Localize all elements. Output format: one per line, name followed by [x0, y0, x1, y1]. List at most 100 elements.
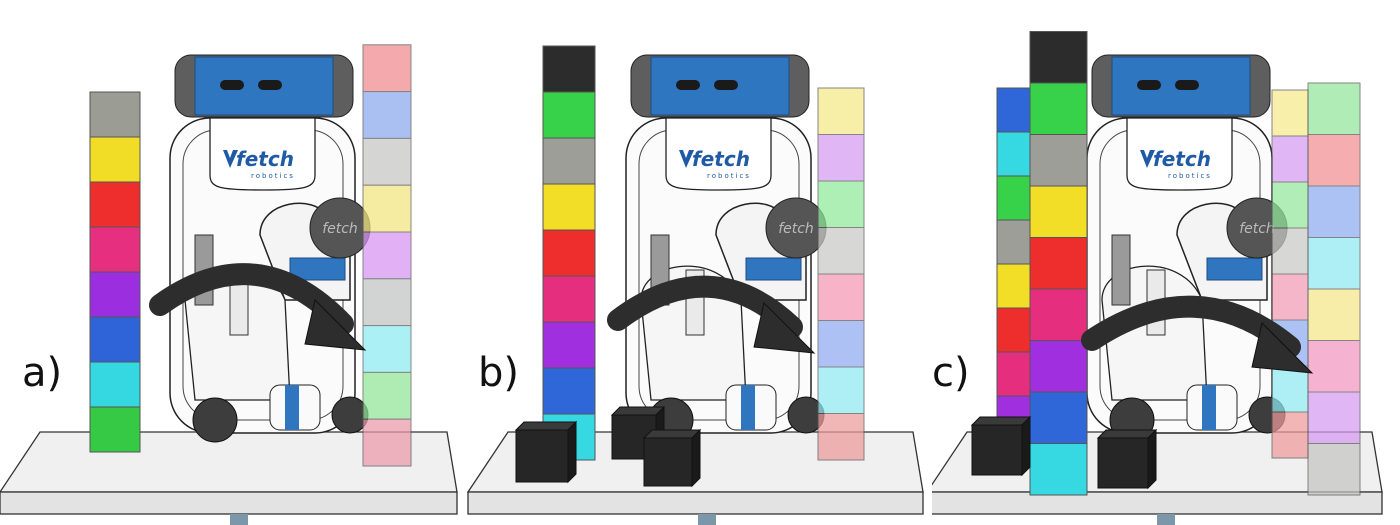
arrow-head: [304, 299, 367, 351]
wheel: [192, 397, 238, 443]
stack-block: [996, 131, 1032, 177]
head-sensor: [258, 80, 282, 90]
stack-block: [1029, 134, 1088, 187]
head-sensor: [676, 80, 700, 90]
transfer-arrow: [149, 263, 367, 351]
head-sensor: [714, 80, 738, 90]
stack-block: [89, 226, 141, 273]
stack-block: [89, 181, 141, 228]
source-stack: [89, 91, 141, 453]
panel-label: c): [932, 350, 970, 396]
transfer-arrow: [607, 275, 816, 354]
arrow-head: [1251, 322, 1314, 374]
black-cube: [1096, 428, 1158, 490]
arrow-shaft: [149, 263, 354, 335]
table-edge: [467, 491, 924, 515]
stack-block: [1271, 411, 1309, 459]
brand-logo: fetch: [1153, 147, 1211, 171]
stack-block: [1029, 31, 1088, 84]
stack-block: [1029, 82, 1088, 135]
torso-panel: [665, 117, 772, 191]
stack-block: [1271, 181, 1309, 229]
table-leg: [698, 514, 716, 525]
stack-block: [996, 307, 1032, 353]
gripper: [1111, 234, 1131, 306]
source-stack: [542, 45, 596, 461]
stack-block: [817, 87, 865, 135]
transfer-arrow: [1081, 295, 1314, 374]
stack-block: [89, 406, 141, 453]
panel-label: a): [22, 350, 63, 396]
stack-block: [542, 183, 596, 231]
head-visor: [650, 56, 790, 116]
stack-block: [362, 231, 412, 280]
stack-block: [817, 366, 865, 414]
table-edge: [0, 491, 458, 515]
stack-block: [542, 91, 596, 139]
stack-block: [89, 136, 141, 183]
arm-joint-band: [289, 257, 346, 281]
stack-block: [1029, 340, 1088, 393]
stack-block: [996, 351, 1032, 397]
stack-block: [362, 371, 412, 420]
stack-block: [817, 134, 865, 182]
stack-block: [1271, 89, 1309, 137]
brand-mark: [1140, 150, 1155, 168]
table-leg: [230, 514, 248, 525]
stack-block: [1271, 227, 1309, 275]
torso-panel: [209, 117, 316, 191]
wrist-band: [285, 385, 299, 430]
brand-logo: fetch: [236, 147, 294, 171]
stack-block: [817, 413, 865, 461]
stack-block: [542, 45, 596, 93]
stack-block: [996, 263, 1032, 309]
stack-block: [362, 418, 412, 467]
stack-block: [817, 273, 865, 321]
panel-c: fetch robotics fetch c): [932, 0, 1398, 525]
stack-block: [1307, 237, 1361, 290]
brand-logo: fetch: [692, 147, 750, 171]
stack-block: [89, 91, 141, 138]
shoulder-disk-logo: fetch: [1239, 221, 1275, 237]
stack-block: [1307, 340, 1361, 393]
brand-subtitle: robotics: [707, 172, 751, 180]
head-sensor: [220, 80, 244, 90]
torso-panel: [1126, 117, 1233, 191]
stack-block: [542, 367, 596, 415]
stack-block: [542, 321, 596, 369]
brand-mark: [679, 150, 694, 168]
stack-block: [1029, 185, 1088, 238]
stack-block: [1307, 82, 1361, 135]
stack-block: [362, 91, 412, 139]
shoulder-disk-logo: fetch: [778, 221, 814, 237]
stack-block: [1029, 288, 1088, 341]
head-sensor: [1137, 80, 1161, 90]
target-stack: [817, 87, 865, 461]
arm-joint-band: [1206, 257, 1263, 281]
stack-block: [1307, 391, 1361, 444]
stack-block: [1271, 273, 1309, 321]
stack-block: [1271, 365, 1309, 413]
extra-stack: [996, 87, 1032, 441]
target-stack: [1307, 82, 1361, 496]
brand-mark: [223, 150, 238, 168]
stack-block: [362, 137, 412, 186]
arrow-head: [753, 302, 816, 354]
panel-b: fetch robotics fetch b): [466, 0, 932, 525]
stack-block: [362, 278, 412, 327]
stack-block: [996, 175, 1032, 221]
wrist-band: [1202, 385, 1216, 430]
table-edge: [932, 491, 1383, 515]
stack-block: [996, 219, 1032, 265]
stack-block: [1029, 237, 1088, 290]
brand-subtitle: robotics: [251, 172, 295, 180]
shoulder-disk-logo: fetch: [322, 221, 358, 237]
stack-block: [1307, 443, 1361, 496]
stack-block: [542, 229, 596, 277]
source-stack: [1029, 31, 1088, 496]
black-cube: [970, 415, 1032, 477]
